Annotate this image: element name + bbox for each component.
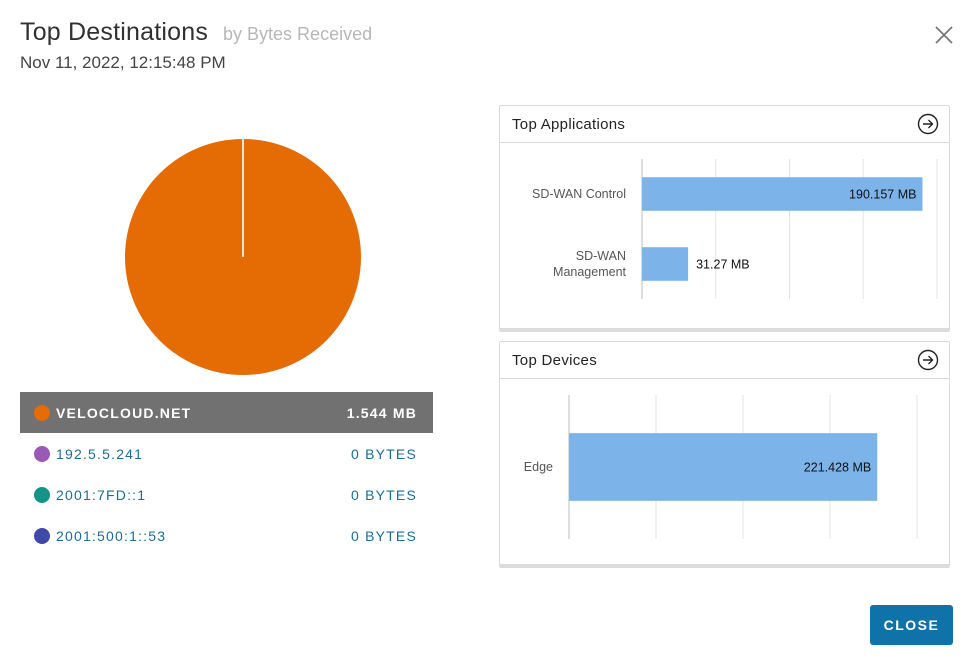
top-devices-card: Top Devices 221.428 MB Edge <box>499 341 950 568</box>
bar-value-label: 31.27 MB <box>696 258 750 272</box>
top-devices-chart: 221.428 MB Edge <box>500 379 949 563</box>
top-applications-title: Top Applications <box>512 115 626 133</box>
bar-value-label: 221.428 MB <box>804 461 871 475</box>
arrow-right-circle-icon[interactable] <box>917 349 939 371</box>
legend-color-dot <box>34 404 50 421</box>
legend-color-dot <box>34 445 50 462</box>
legend-item-name: VELOCLOUD.NET <box>56 404 192 421</box>
bar[interactable] <box>642 177 923 211</box>
bar[interactable] <box>569 433 878 501</box>
legend-item[interactable]: VELOCLOUD.NET 1.544 MB <box>20 392 433 433</box>
top-applications-chart: 190.157 MB SD-WAN Control 31.27 MB SD-WAN Ma… <box>500 143 949 327</box>
category-label: SD-WAN <box>576 249 626 263</box>
legend-item-value: 0 BYTES <box>351 445 417 462</box>
category-label: Edge <box>524 460 553 474</box>
pie-chart <box>124 138 362 376</box>
legend-item-value: 1.544 MB <box>346 404 417 421</box>
top-devices-title: Top Devices <box>512 351 598 369</box>
legend-item-name: 2001:500:1::53 <box>56 527 167 544</box>
destination-legend: VELOCLOUD.NET 1.544 MB 192.5.5.241 0 BYTES 2… <box>20 392 433 556</box>
legend-item-name: 2001:7FD::1 <box>56 486 147 503</box>
dialog-title: Top Destinations <box>20 18 209 46</box>
legend-item[interactable]: 2001:500:1::53 0 BYTES <box>20 515 433 556</box>
legend-item[interactable]: 2001:7FD::1 0 BYTES <box>20 474 433 515</box>
bar[interactable] <box>642 247 689 281</box>
close-icon[interactable] <box>933 24 955 46</box>
legend-item-value: 0 BYTES <box>351 486 417 503</box>
legend-item-value: 0 BYTES <box>351 527 417 544</box>
top-applications-card: Top Applications 190.157 MB SD-WAN Contro… <box>499 105 950 332</box>
legend-item-name: 192.5.5.241 <box>56 445 144 462</box>
top-devices-header: Top Devices <box>500 342 949 379</box>
top-applications-header: Top Applications <box>500 106 949 143</box>
legend-color-dot <box>34 527 50 544</box>
bar-value-label: 190.157 MB <box>849 188 916 202</box>
dialog-subtitle: by Bytes Received <box>223 24 373 44</box>
legend-color-dot <box>34 486 50 503</box>
close-button[interactable]: CLOSE <box>870 605 953 645</box>
dialog-title-row: Top Destinations by Bytes Received <box>20 18 372 47</box>
category-label: SD-WAN Control <box>532 187 626 201</box>
timestamp: Nov 11, 2022, 12:15:48 PM <box>20 53 226 72</box>
arrow-right-circle-icon[interactable] <box>917 113 939 135</box>
category-label: Management <box>553 265 626 279</box>
legend-item[interactable]: 192.5.5.241 0 BYTES <box>20 433 433 474</box>
